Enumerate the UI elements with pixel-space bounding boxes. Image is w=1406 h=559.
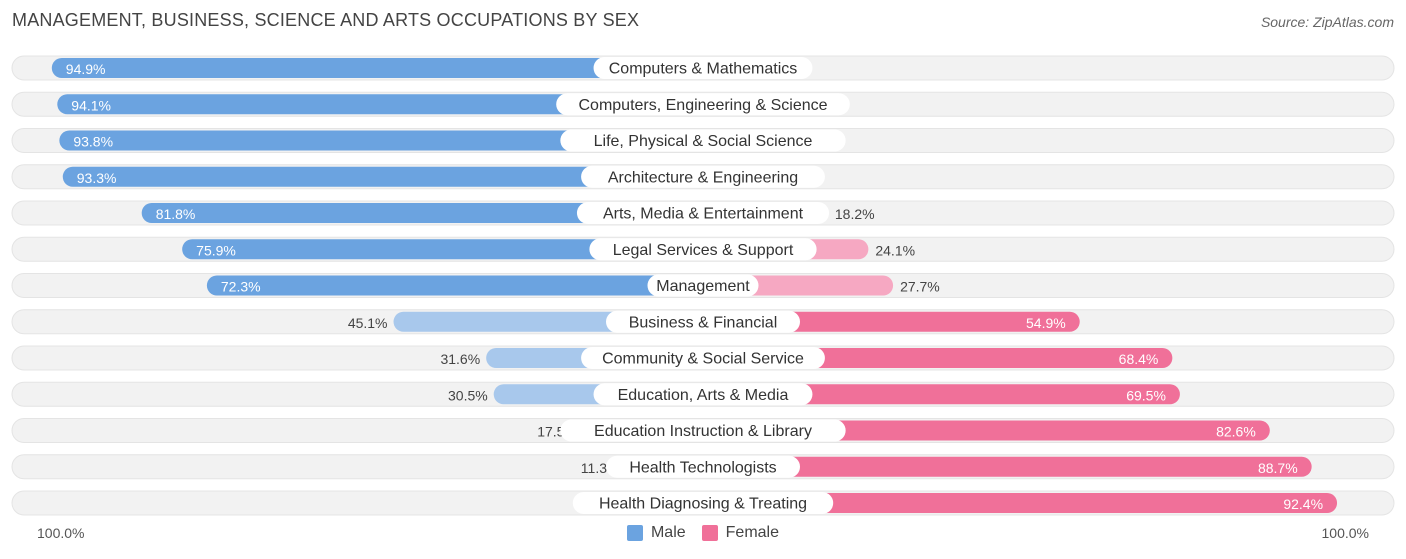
category-pill — [572, 492, 834, 514]
axis-left-label: 100.0% — [37, 525, 85, 541]
category-pill — [581, 165, 825, 188]
category-pill — [593, 57, 813, 79]
category-label: Health Diagnosing & Treating — [599, 496, 807, 513]
category-pill — [556, 93, 850, 116]
category-pill — [593, 383, 813, 406]
female-bar — [703, 420, 1270, 441]
category-pill — [606, 455, 800, 478]
male-value-label: 72.3% — [221, 279, 261, 295]
category-label: Health Technologists — [629, 459, 776, 476]
category-pill — [560, 129, 846, 152]
category-label: Management — [656, 278, 750, 295]
category-label: Education Instruction & Library — [594, 423, 812, 440]
male-value-label: 31.6% — [440, 351, 480, 367]
category-pill — [647, 274, 759, 297]
category-pill — [606, 310, 800, 333]
category-label: Community & Social Service — [602, 351, 804, 368]
category-pill — [576, 202, 830, 224]
female-value-label: 68.4% — [1119, 351, 1159, 367]
category-label: Computers & Mathematics — [609, 61, 798, 78]
female-value-label: 24.1% — [875, 242, 915, 258]
female-bar — [703, 384, 1180, 405]
male-value-label: 81.8% — [156, 206, 196, 222]
source-note: Source: ZipAtlas.com — [1260, 14, 1394, 30]
male-bar — [57, 94, 703, 115]
category-label: Business & Financial — [629, 314, 778, 331]
legend: Male Female — [0, 524, 1406, 542]
category-pill — [581, 347, 825, 369]
category-label: Life, Physical & Social Science — [594, 133, 813, 150]
female-value-label: 54.9% — [1026, 315, 1066, 331]
male-value-label: 93.8% — [73, 134, 113, 150]
legend-item-male: Male — [626, 524, 686, 542]
legend-female-label: Female — [725, 524, 780, 541]
male-bar — [51, 58, 703, 78]
male-value-label: 93.3% — [77, 170, 117, 186]
male-bar — [182, 239, 703, 260]
male-value-label: 45.1% — [348, 315, 388, 331]
female-value-label: 27.7% — [900, 279, 940, 295]
category-label: Legal Services & Support — [613, 242, 794, 259]
female-value-label: 82.6% — [1216, 424, 1256, 440]
female-value-label: 69.5% — [1126, 387, 1166, 403]
diverging-bar-chart: 94.9%5.1%Computers & Mathematics94.1%5.9… — [11, 55, 1395, 516]
male-bar — [62, 166, 704, 187]
male-bar — [141, 203, 703, 223]
male-swatch — [626, 525, 643, 541]
female-bar — [703, 456, 1312, 477]
axis-right-label: 100.0% — [1321, 525, 1369, 541]
category-pill — [560, 419, 846, 442]
female-swatch — [701, 525, 718, 541]
legend-item-female: Female — [701, 524, 780, 542]
male-value-label: 75.9% — [196, 242, 236, 258]
category-label: Education, Arts & Media — [618, 387, 789, 404]
category-label: Architecture & Engineering — [608, 169, 798, 186]
chart-title: MANAGEMENT, BUSINESS, SCIENCE AND ARTS O… — [12, 10, 640, 30]
male-bar — [59, 130, 703, 151]
male-value-label: 94.9% — [66, 61, 106, 77]
male-value-label: 94.1% — [71, 97, 111, 113]
female-bar — [703, 493, 1338, 513]
female-value-label: 18.2% — [835, 206, 875, 222]
male-bar — [206, 275, 704, 296]
category-pill — [589, 238, 817, 261]
male-value-label: 30.5% — [448, 387, 488, 403]
female-value-label: 92.4% — [1283, 496, 1323, 512]
category-label: Arts, Media & Entertainment — [603, 206, 804, 223]
legend-male-label: Male — [650, 524, 686, 541]
category-label: Computers, Engineering & Science — [578, 97, 827, 114]
female-value-label: 88.7% — [1258, 460, 1298, 476]
